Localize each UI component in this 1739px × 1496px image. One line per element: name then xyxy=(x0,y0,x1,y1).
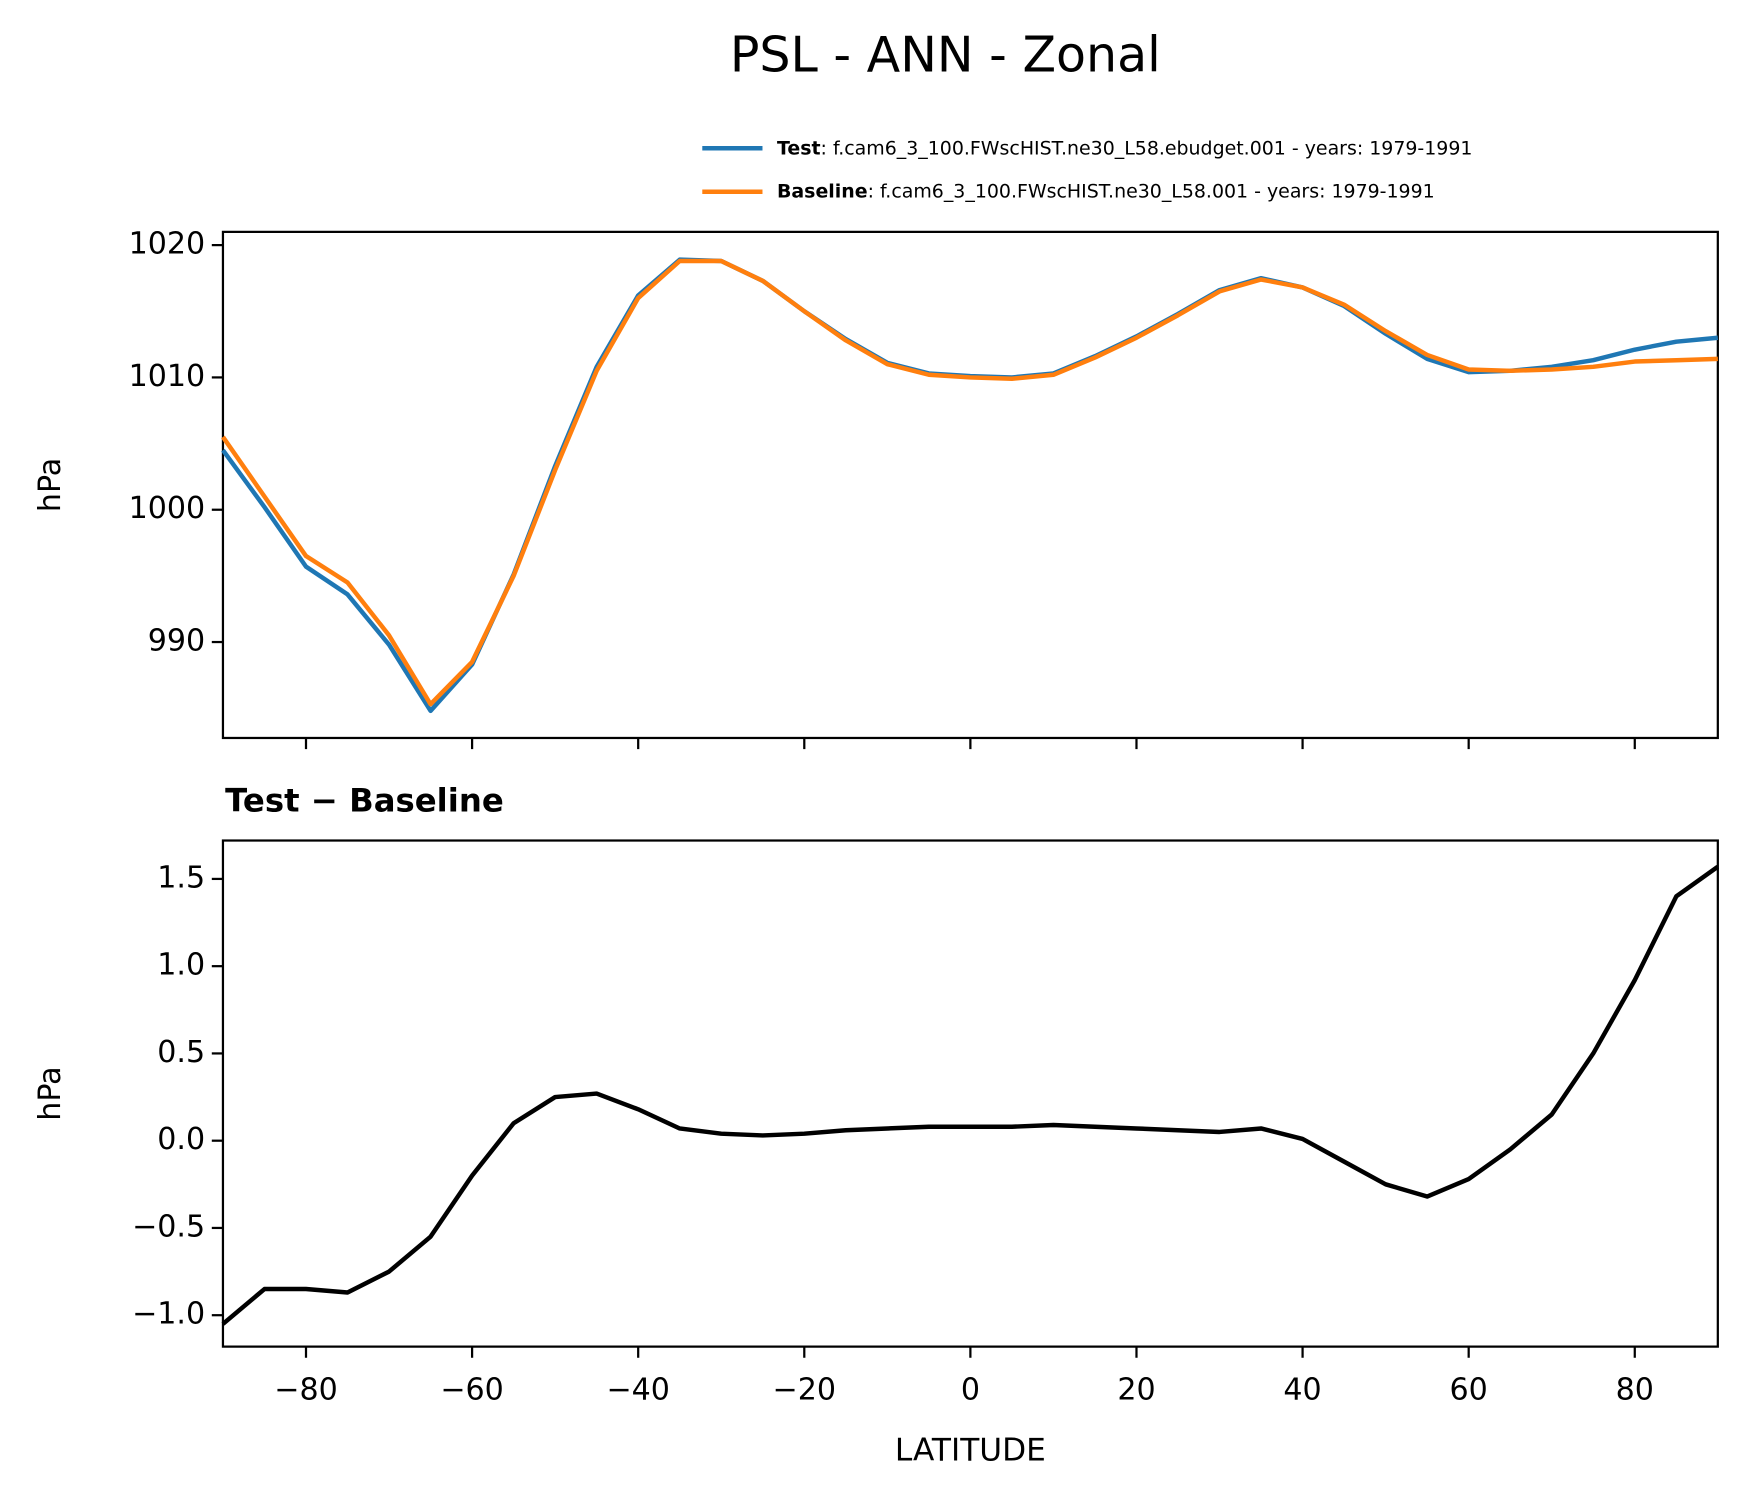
subplot-title: Test − Baseline xyxy=(225,782,504,820)
legend-name: Test xyxy=(777,137,821,159)
chart-title: PSL - ANN - Zonal xyxy=(730,25,1161,83)
y-tick-label: 1000 xyxy=(129,491,206,526)
y-tick-label: −0.5 xyxy=(132,1209,205,1244)
legend-name: Baseline xyxy=(777,180,868,202)
y-tick-label: 1010 xyxy=(129,359,206,394)
legend-entry: Baseline: f.cam6_3_100.FWscHIST.ne30_L58… xyxy=(777,180,1435,202)
x-axis-label: LATITUDE xyxy=(895,1432,1046,1468)
y-tick-label: −1.0 xyxy=(132,1297,205,1332)
y-tick-label: 990 xyxy=(148,624,205,659)
y-tick-label: 1020 xyxy=(129,227,206,262)
x-tick-label: 60 xyxy=(1450,1373,1488,1408)
y-tick-label: 1.0 xyxy=(157,948,205,983)
x-tick-label: 20 xyxy=(1117,1373,1155,1408)
legend-description: : f.cam6_3_100.FWscHIST.ne30_L58.001 - y… xyxy=(868,180,1435,202)
x-tick-label: −40 xyxy=(606,1373,669,1408)
legend-entry: Test: f.cam6_3_100.FWscHIST.ne30_L58.ebu… xyxy=(777,137,1473,159)
x-tick-label: 0 xyxy=(961,1373,980,1408)
y-axis-label: hPa xyxy=(33,458,68,512)
y-axis-label: hPa xyxy=(33,1066,68,1120)
plot-frame xyxy=(221,839,1719,1348)
legend-description: : f.cam6_3_100.FWscHIST.ne30_L58.ebudget… xyxy=(821,137,1473,159)
data-line xyxy=(221,258,1718,707)
x-tick-label: −80 xyxy=(274,1373,337,1408)
y-tick-label: 0.5 xyxy=(157,1035,205,1070)
plot-frame xyxy=(221,230,1719,740)
x-tick-label: −60 xyxy=(440,1373,503,1408)
x-tick-label: 40 xyxy=(1283,1373,1321,1408)
y-tick-label: 0.0 xyxy=(157,1122,205,1157)
data-line xyxy=(221,257,1719,714)
x-tick-label: −20 xyxy=(773,1373,836,1408)
data-line xyxy=(221,864,1720,1326)
x-tick-label: 80 xyxy=(1616,1373,1654,1408)
y-tick-label: 1.5 xyxy=(157,860,205,895)
